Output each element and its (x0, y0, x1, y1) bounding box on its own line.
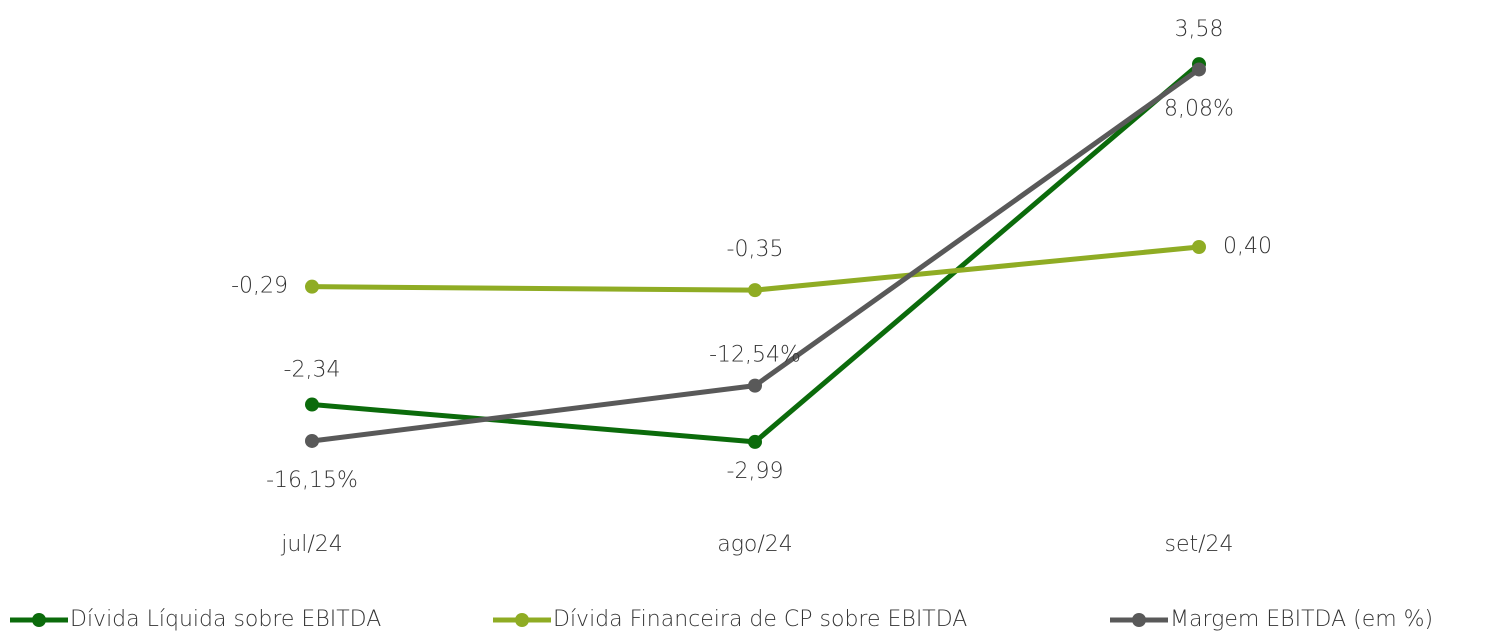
legend-label: Margem EBITDA (em %) (1170, 607, 1433, 632)
point (1192, 240, 1206, 254)
point (1192, 62, 1206, 77)
point (748, 283, 762, 298)
point (305, 397, 319, 412)
data-label: -0,35 (727, 237, 784, 262)
x-tick-label: set/24 (1164, 532, 1233, 557)
point (748, 434, 762, 449)
legend-marker (1132, 613, 1146, 627)
data-label: -0,29 (231, 274, 288, 299)
data-label: -2,34 (284, 358, 341, 383)
data-label: 8,08% (1164, 96, 1234, 121)
legend-marker (32, 613, 46, 627)
point (748, 378, 762, 393)
x-tick-label: jul/24 (280, 532, 343, 557)
point (305, 433, 319, 448)
data-label: -16,15% (266, 468, 358, 493)
point (305, 279, 319, 294)
data-label: 0,40 (1223, 234, 1272, 259)
data-label: -12,54% (709, 343, 801, 368)
x-tick-label: ago/24 (717, 532, 793, 557)
legend-marker (515, 613, 529, 627)
data-label: -2,99 (727, 459, 784, 484)
legend-label: Dívida Financeira de CP sobre EBITDA (553, 607, 967, 632)
data-label: 3,58 (1175, 17, 1224, 42)
legend-label: Dívida Líquida sobre EBITDA (70, 607, 381, 632)
